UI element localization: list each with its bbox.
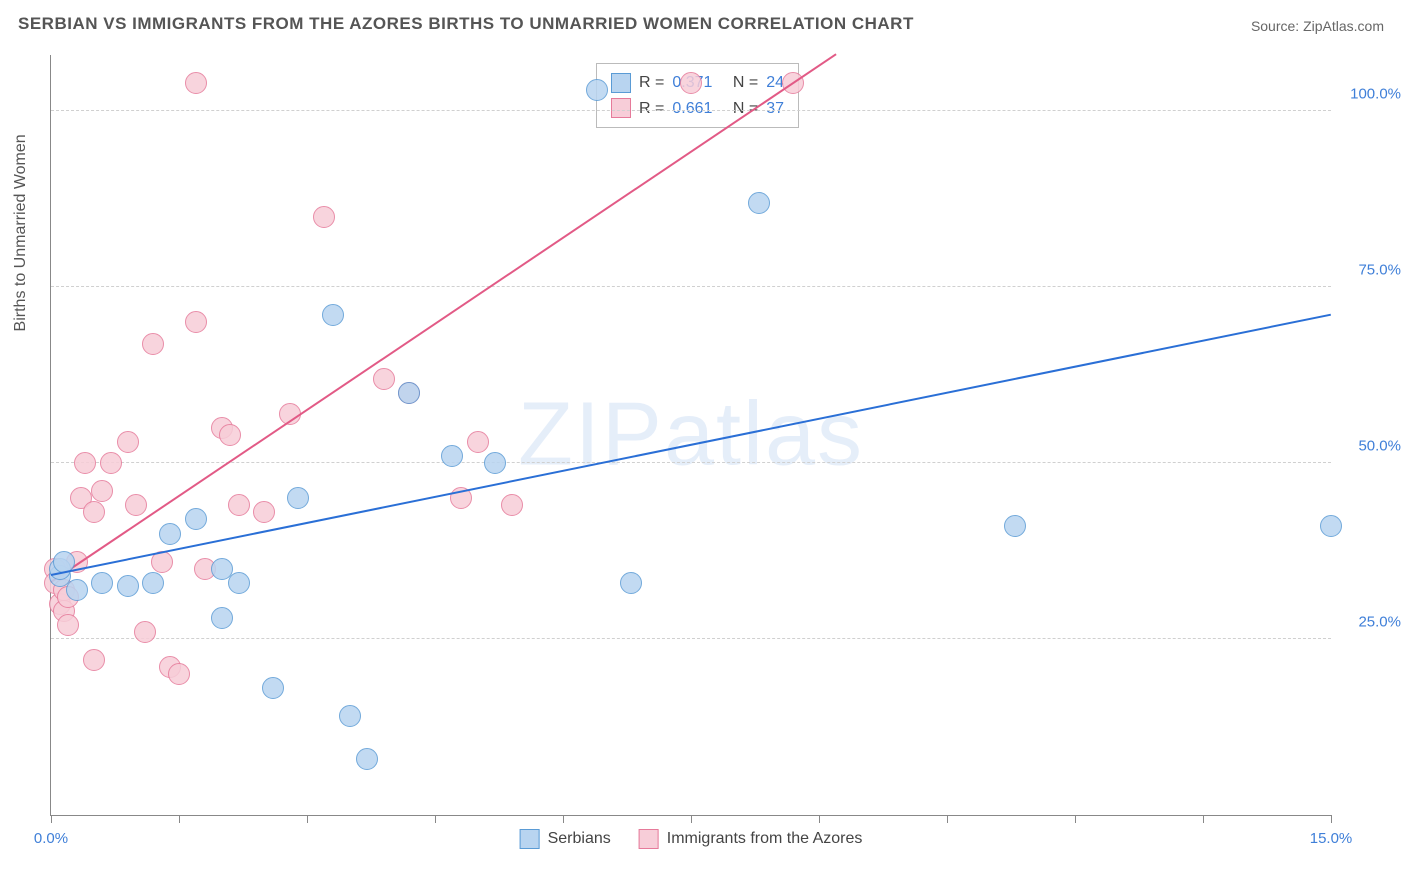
pink-point bbox=[501, 494, 523, 516]
pink-point bbox=[134, 621, 156, 643]
stats-row-pink: R = 0.661 N = 37 bbox=[611, 96, 784, 122]
stats-legend-box: R = 0.371 N = 24 R = 0.661 N = 37 bbox=[596, 63, 799, 128]
pink-point bbox=[313, 206, 335, 228]
legend-label-pink: Immigrants from the Azores bbox=[667, 830, 863, 848]
source-label: Source: bbox=[1251, 18, 1299, 34]
blue-trendline bbox=[51, 313, 1331, 575]
blue-point bbox=[159, 523, 181, 545]
blue-point bbox=[142, 572, 164, 594]
x-tick bbox=[947, 815, 948, 823]
blue-point bbox=[91, 572, 113, 594]
source-link[interactable]: ZipAtlas.com bbox=[1303, 18, 1384, 34]
pink-point bbox=[74, 452, 96, 474]
pink-point bbox=[117, 431, 139, 453]
gridline bbox=[51, 462, 1331, 463]
y-tick-label: 25.0% bbox=[1341, 614, 1401, 631]
x-tick bbox=[51, 815, 52, 823]
blue-point bbox=[1004, 515, 1026, 537]
y-tick-label: 50.0% bbox=[1341, 438, 1401, 455]
x-tick bbox=[819, 815, 820, 823]
pink-point bbox=[185, 72, 207, 94]
watermark: ZIPatlas bbox=[518, 384, 864, 487]
x-tick bbox=[1331, 815, 1332, 823]
x-tick bbox=[435, 815, 436, 823]
legend-item-blue: Serbians bbox=[520, 829, 611, 849]
legend-swatch-blue bbox=[520, 829, 540, 849]
source-attribution: Source: ZipAtlas.com bbox=[1251, 18, 1384, 34]
blue-point bbox=[620, 572, 642, 594]
pink-point bbox=[219, 424, 241, 446]
legend-label-blue: Serbians bbox=[548, 830, 611, 848]
blue-point bbox=[586, 79, 608, 101]
x-tick bbox=[1075, 815, 1076, 823]
blue-point bbox=[117, 575, 139, 597]
x-tick bbox=[563, 815, 564, 823]
pink-point bbox=[228, 494, 250, 516]
blue-point bbox=[1320, 515, 1342, 537]
pink-point bbox=[83, 501, 105, 523]
blue-point bbox=[398, 382, 420, 404]
y-tick-label: 100.0% bbox=[1341, 86, 1401, 103]
pink-trendline bbox=[50, 53, 836, 582]
blue-point bbox=[262, 677, 284, 699]
pink-point bbox=[100, 452, 122, 474]
legend-item-pink: Immigrants from the Azores bbox=[639, 829, 863, 849]
gridline bbox=[51, 638, 1331, 639]
pink-point bbox=[168, 663, 190, 685]
blue-point bbox=[322, 304, 344, 326]
pink-point bbox=[680, 72, 702, 94]
blue-point bbox=[356, 748, 378, 770]
pink-point bbox=[83, 649, 105, 671]
blue-point bbox=[185, 508, 207, 530]
pink-point bbox=[91, 480, 113, 502]
blue-point bbox=[66, 579, 88, 601]
blue-point bbox=[441, 445, 463, 467]
pink-point bbox=[253, 501, 275, 523]
blue-point bbox=[228, 572, 250, 594]
gridline bbox=[51, 286, 1331, 287]
pink-point bbox=[373, 368, 395, 390]
pink-point bbox=[125, 494, 147, 516]
pink-point bbox=[142, 333, 164, 355]
x-tick bbox=[691, 815, 692, 823]
y-tick-label: 75.0% bbox=[1341, 262, 1401, 279]
x-tick bbox=[179, 815, 180, 823]
blue-point bbox=[748, 192, 770, 214]
x-tick-label: 15.0% bbox=[1310, 830, 1353, 847]
legend-swatch-pink bbox=[639, 829, 659, 849]
pink-point bbox=[185, 311, 207, 333]
blue-point bbox=[484, 452, 506, 474]
chart-title: SERBIAN VS IMMIGRANTS FROM THE AZORES BI… bbox=[18, 14, 914, 34]
r-value-pink: 0.661 bbox=[672, 96, 712, 122]
x-tick bbox=[1203, 815, 1204, 823]
blue-point bbox=[211, 607, 233, 629]
y-axis-label: Births to Unmarried Women bbox=[12, 134, 30, 331]
swatch-pink bbox=[611, 98, 631, 118]
pink-point bbox=[467, 431, 489, 453]
gridline bbox=[51, 110, 1331, 111]
pink-point bbox=[57, 614, 79, 636]
plot-area: ZIPatlas R = 0.371 N = 24 R = 0.661 N = … bbox=[50, 55, 1331, 816]
swatch-blue bbox=[611, 73, 631, 93]
blue-point bbox=[287, 487, 309, 509]
bottom-legend: Serbians Immigrants from the Azores bbox=[520, 829, 863, 849]
x-tick bbox=[307, 815, 308, 823]
x-tick-label: 0.0% bbox=[34, 830, 68, 847]
blue-point bbox=[339, 705, 361, 727]
